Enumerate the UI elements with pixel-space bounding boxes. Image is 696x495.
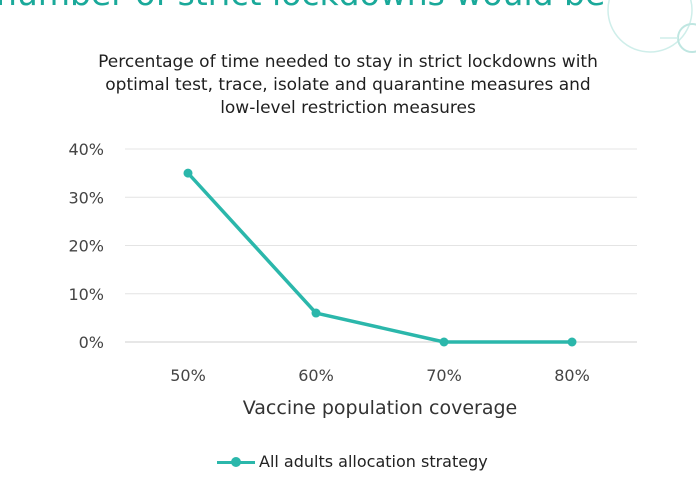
data-point xyxy=(183,168,193,178)
legend: All adults allocation strategy xyxy=(217,452,488,471)
y-tick-label: 20% xyxy=(68,237,104,256)
chart-title-line: low-level restriction measures xyxy=(220,98,476,118)
y-tick-label: 0% xyxy=(79,333,104,352)
data-point xyxy=(311,308,321,318)
x-tick-label: 70% xyxy=(426,366,462,385)
y-tick-label: 30% xyxy=(68,188,104,207)
legend-swatch xyxy=(217,455,255,469)
x-axis-title: Vaccine population coverage xyxy=(243,397,517,419)
chart-title-line: optimal test, trace, isolate and quarant… xyxy=(105,75,591,95)
chart-title-line: Percentage of time needed to stay in str… xyxy=(98,52,598,72)
legend-label: All adults allocation strategy xyxy=(259,452,488,471)
series-line xyxy=(186,171,572,344)
x-tick-label: 80% xyxy=(554,366,590,385)
y-tick-label: 40% xyxy=(68,140,104,159)
slide-heading: number of strict lockdowns would be xyxy=(0,0,605,13)
chart-title: Percentage of time needed to stay in str… xyxy=(98,51,598,120)
data-point xyxy=(439,337,449,347)
y-tick-label: 10% xyxy=(68,285,104,304)
x-tick-label: 50% xyxy=(170,366,206,385)
x-tick-label: 60% xyxy=(298,366,334,385)
data-point xyxy=(567,337,577,347)
